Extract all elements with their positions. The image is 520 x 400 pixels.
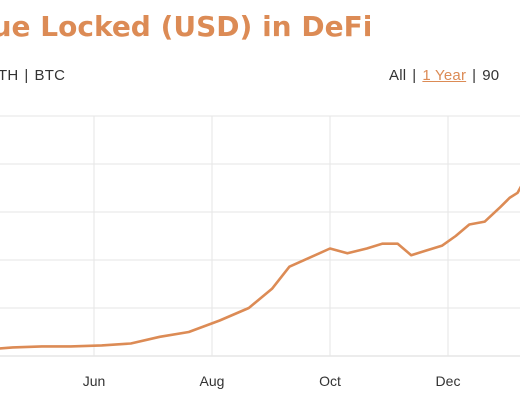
separator: | <box>472 67 477 84</box>
range-option-90[interactable]: 90 <box>482 67 500 84</box>
unit-option-btc[interactable]: BTC <box>34 67 66 84</box>
x-tick-label: Dec <box>436 373 461 389</box>
x-tick-label: Aug <box>200 373 225 389</box>
x-tick-label: Jun <box>83 373 106 389</box>
tvl-series-line <box>0 185 520 350</box>
grid <box>0 115 520 357</box>
separator: | <box>412 67 417 84</box>
unit-toggle: TH | BTC <box>0 67 65 84</box>
range-toggle: All | 1 Year | 90 <box>389 67 499 84</box>
separator: | <box>24 67 29 84</box>
x-axis-ticks: Jun Aug Oct Dec <box>83 373 461 389</box>
series-layer <box>0 185 520 350</box>
x-tick-label: Oct <box>319 373 341 389</box>
chart-title: lue Locked (USD) in DeFi <box>0 10 373 43</box>
unit-option-eth[interactable]: TH <box>0 67 19 84</box>
range-option-all[interactable]: All <box>389 67 407 84</box>
range-option-1-year[interactable]: 1 Year <box>422 67 467 84</box>
